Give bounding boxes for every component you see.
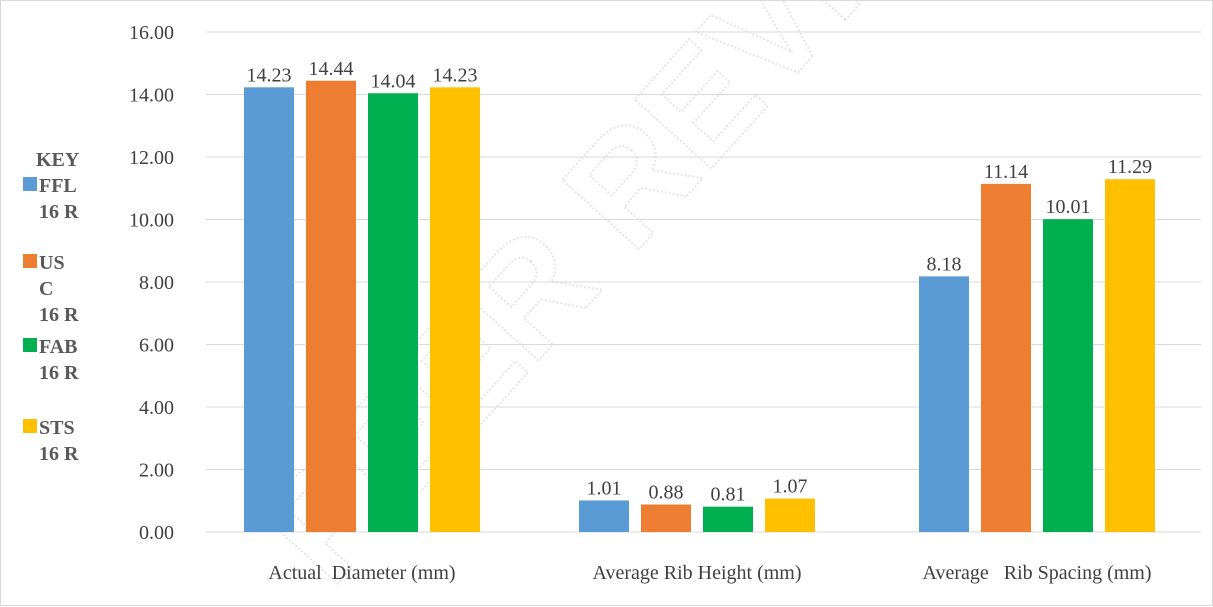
bar-4-2 — [765, 498, 815, 532]
legend-entry-text: FAB — [39, 336, 78, 358]
y-tick-label: 12.00 — [129, 147, 174, 169]
bar-3-2 — [703, 506, 753, 532]
legend-entry-text: FFL — [39, 175, 77, 197]
category-label: Average Rib Spacing (mm) — [922, 562, 1151, 584]
y-tick-label: 0.00 — [139, 522, 174, 544]
data-label: 14.23 — [433, 64, 478, 86]
data-label: 1.01 — [587, 477, 622, 499]
data-label: 14.04 — [371, 70, 416, 92]
legend-swatch-4 — [23, 419, 37, 433]
bar-3-1 — [368, 93, 418, 532]
bar-1-3 — [919, 276, 969, 532]
legend-swatch-2 — [23, 254, 37, 268]
bar-2-3 — [981, 183, 1031, 532]
bar-4-3 — [1105, 179, 1155, 532]
legend-swatch-1 — [23, 177, 37, 191]
data-label: 0.88 — [649, 482, 684, 504]
legend-entry-text: 16 R — [39, 443, 79, 465]
legend-entry-text: C — [39, 278, 53, 300]
y-tick-label: 8.00 — [139, 272, 174, 294]
y-axis-tick-labels: 0.00 2.00 4.00 6.00 8.00 10.00 12.00 14.00 16.00 — [129, 22, 174, 544]
y-tick-label: 4.00 — [139, 397, 174, 419]
bar-1-2 — [579, 500, 629, 532]
data-labels: 14.23 14.44 14.04 14.23 1.01 0.88 0.81 1.07 8.18… — [247, 58, 1153, 506]
legend-swatch-3 — [23, 338, 37, 352]
data-label: 11.14 — [984, 161, 1028, 183]
legend-entry-text: 16 R — [39, 201, 79, 223]
bars — [244, 80, 1155, 532]
y-tick-label: 6.00 — [139, 335, 174, 357]
bar-2-2 — [641, 504, 691, 532]
data-label: 0.81 — [711, 484, 746, 506]
legend-title: KEY — [36, 149, 80, 171]
y-tick-label: 10.00 — [129, 210, 174, 232]
bar-2-1 — [306, 80, 356, 532]
legend-entry-text: US — [39, 252, 65, 274]
bar-3-3 — [1043, 219, 1093, 532]
data-label: 8.18 — [927, 253, 962, 275]
data-label: 10.01 — [1046, 196, 1091, 218]
data-label: 11.29 — [1108, 156, 1152, 178]
bar-1-1 — [244, 87, 294, 532]
bar-4-1 — [430, 87, 480, 532]
category-label: Average Rib Height (mm) — [592, 562, 801, 584]
data-label: 14.44 — [309, 58, 354, 80]
x-axis-category-labels: Actual Diameter (mm) Average Rib Height (… — [268, 562, 1151, 584]
y-tick-label: 16.00 — [129, 22, 174, 44]
legend-entry-text: 16 R — [39, 304, 79, 326]
y-tick-label: 2.00 — [139, 460, 174, 482]
legend: KEY FFL 16 R US C 16 R FAB 16 R STS 16 R — [23, 149, 80, 465]
category-label: Actual Diameter (mm) — [268, 562, 455, 584]
y-tick-label: 14.00 — [129, 85, 174, 107]
legend-entry-text: 16 R — [39, 362, 79, 384]
data-label: 1.07 — [773, 476, 808, 498]
legend-entry-text: STS — [39, 417, 75, 439]
data-label: 14.23 — [247, 64, 292, 86]
